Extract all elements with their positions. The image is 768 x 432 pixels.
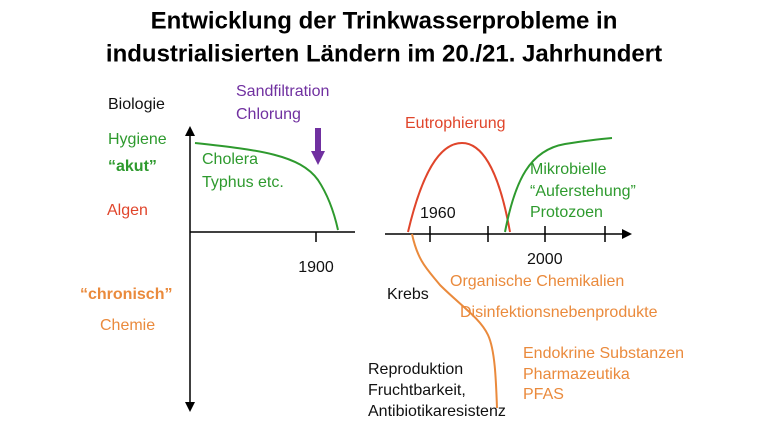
curve <box>407 141 511 233</box>
title-line: Entwicklung der Trinkwasserprobleme in <box>151 7 618 34</box>
curve <box>411 233 498 409</box>
label: Protozoen <box>530 204 603 221</box>
title-line: industrialisierten Ländern im 20./21. Ja… <box>106 40 662 67</box>
label: Fruchtbarkeit, <box>368 382 466 399</box>
label: Krebs <box>387 286 429 303</box>
label: Reproduktion <box>368 361 463 378</box>
disease: Cholera <box>202 151 258 168</box>
label: Mikrobielle <box>530 161 607 178</box>
label: Eutrophierung <box>405 115 506 132</box>
label: Algen <box>107 202 148 219</box>
label: Disinfektionsnebenprodukte <box>460 304 658 321</box>
label: Pharmazeutika <box>523 366 630 383</box>
curve <box>504 137 613 233</box>
label: Endokrine Substanzen <box>523 345 684 362</box>
year-label: 2000 <box>527 251 563 268</box>
treatment: Sandfiltration <box>236 83 329 100</box>
year-label: 1960 <box>420 205 456 222</box>
curve <box>194 142 339 231</box>
label: PFAS <box>523 386 564 403</box>
label: “akut” <box>108 158 157 175</box>
treatment: Chlorung <box>236 106 301 123</box>
label: Hygiene <box>108 131 167 148</box>
label: Organische Chemikalien <box>450 273 624 290</box>
label: Chemie <box>100 317 155 334</box>
disease: Typhus etc. <box>202 174 284 191</box>
label: Antibiotikaresistenz <box>368 403 506 420</box>
label: “chronisch” <box>80 286 172 303</box>
label: “Auferstehung” <box>530 183 636 200</box>
year-label: 1900 <box>298 259 334 276</box>
label: Biologie <box>108 96 165 113</box>
